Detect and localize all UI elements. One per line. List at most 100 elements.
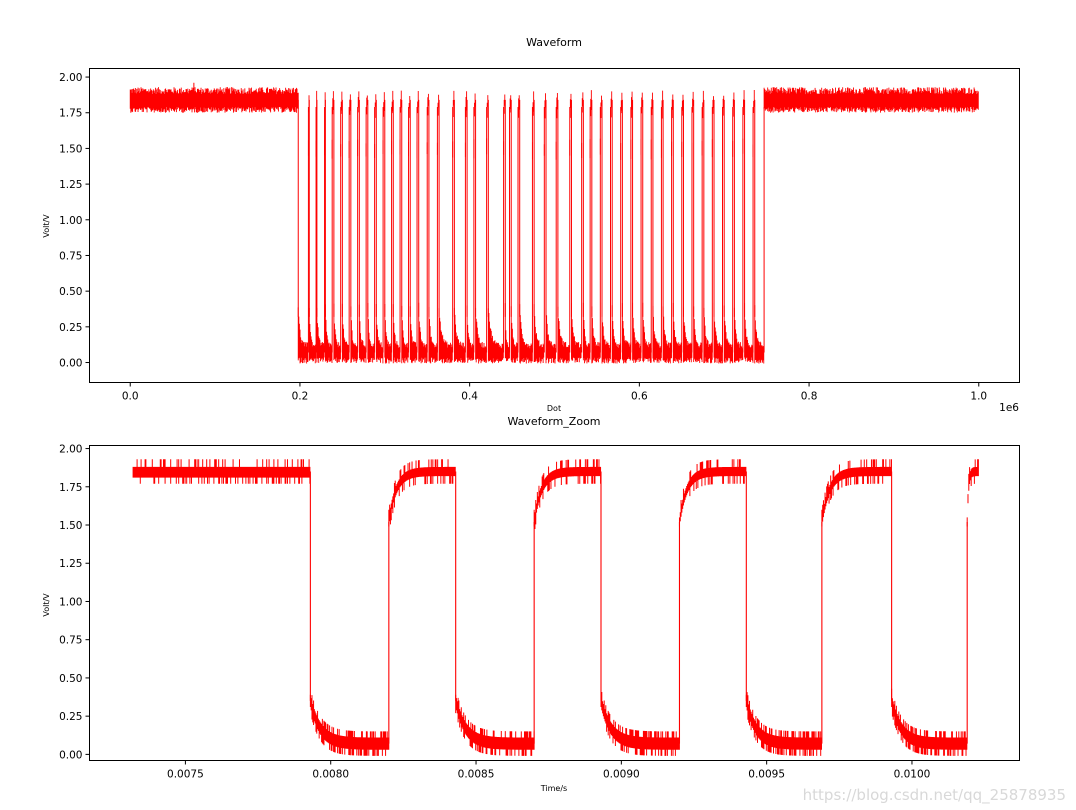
pulse-low <box>582 302 591 364</box>
pulse-low <box>466 305 475 363</box>
pulse-low <box>601 302 611 364</box>
pulse-low <box>545 308 557 364</box>
pulse-low <box>713 302 723 364</box>
pulse-low <box>487 308 504 364</box>
y-axis: 0.00 0.25 0.50 0.75 1.00 1.25 1.50 1.75 2.00 <box>59 72 90 370</box>
pulse-low <box>392 304 401 364</box>
x-tick-label: 0.0080 <box>312 769 349 781</box>
pulse-low <box>384 303 392 364</box>
pulse-high <box>382 92 385 154</box>
y-tick-label: 1.00 <box>59 215 82 227</box>
y-tick-label: 2.00 <box>59 72 82 84</box>
pulse-low <box>418 302 428 364</box>
pulse-low <box>358 304 367 363</box>
pulse-low <box>308 307 317 364</box>
pulse-low <box>723 305 734 364</box>
pulse-high <box>569 93 572 156</box>
pulse-high <box>966 459 979 527</box>
y-tick-label: 0.00 <box>59 358 82 370</box>
pulse-low <box>350 306 358 364</box>
y-axis: 0.00 0.25 0.50 0.75 1.00 1.25 1.50 1.75 2.00 <box>59 444 90 761</box>
pulse-low <box>341 303 350 363</box>
pulse-low <box>533 304 545 364</box>
x-tick-label: 0.8 <box>801 391 818 403</box>
chart-title: Waveform_Zoom <box>507 415 600 428</box>
pulse-low <box>745 692 823 756</box>
y-tick-label: 1.75 <box>59 108 82 120</box>
pulse-low <box>438 308 453 364</box>
pulse-low <box>367 303 375 363</box>
y-tick-label: 1.50 <box>59 143 82 155</box>
pulse-low <box>733 307 744 363</box>
waveform-zoom-chart: Waveform_Zoom 0.00 0.25 0.50 0.75 1.00 1.25 1.… <box>42 415 1020 793</box>
y-axis-label: Volt/V <box>42 593 51 617</box>
pulse-high <box>365 95 368 157</box>
x-axis-label: Dot <box>547 404 561 413</box>
pulse-low <box>744 303 754 363</box>
x-tick-label: 0.0 <box>122 391 139 403</box>
y-tick-label: 1.75 <box>59 482 82 494</box>
pulse-low <box>683 307 693 363</box>
pulse-low <box>297 307 309 364</box>
pulse-high <box>678 459 747 527</box>
pulse-low <box>504 303 510 362</box>
pulse-low <box>621 303 632 364</box>
pulse-high <box>610 91 613 159</box>
y-tick-label: 0.75 <box>59 250 82 262</box>
pulse-low <box>632 302 642 363</box>
pulse-low <box>453 307 466 363</box>
pulse-low <box>557 306 570 364</box>
pulse-high <box>581 92 584 159</box>
pulse-high <box>533 459 602 530</box>
chart-title: Waveform <box>526 36 582 49</box>
pulse-low <box>475 307 487 364</box>
axes-frame <box>89 68 1020 383</box>
x-tick-label: 0.0095 <box>748 769 785 781</box>
y-tick-label: 1.25 <box>59 179 82 191</box>
x-tick-label: 0.0090 <box>603 769 640 781</box>
y-tick-label: 1.50 <box>59 520 82 532</box>
y-tick-label: 1.25 <box>59 558 82 570</box>
x-axis-label: Time/s <box>540 784 567 793</box>
y-tick-label: 0.50 <box>59 673 82 685</box>
pulse-low <box>662 306 672 364</box>
y-tick-label: 2.00 <box>59 444 82 456</box>
pulse-high <box>388 459 456 527</box>
waveform-chart: Waveform 0.00 0.25 0.50 0.75 1.00 1.25 1.50 1.7… <box>42 36 1020 414</box>
pulse-low <box>409 306 418 364</box>
x-tick-label: 0.0075 <box>167 769 204 781</box>
x-tick-label: 0.6 <box>631 391 648 403</box>
x-tick-label: 0.4 <box>461 391 478 403</box>
pulse-low <box>316 307 325 363</box>
pulse-low <box>600 691 680 756</box>
pulse-low <box>375 304 384 364</box>
pulse-low <box>510 306 519 363</box>
pulse-high <box>348 94 351 158</box>
pulse-low <box>571 303 582 363</box>
pulse-low <box>611 305 622 364</box>
idle-high-segment <box>763 87 979 113</box>
pulse-low <box>642 302 652 363</box>
x-axis-offset-label: 1e6 <box>999 402 1019 414</box>
pulse-low <box>309 694 390 756</box>
pulse-low <box>703 307 713 364</box>
x-tick-label: 0.0100 <box>894 769 931 781</box>
x-tick-label: 1.0 <box>970 391 987 403</box>
plot-area <box>132 459 979 756</box>
pulse-low <box>324 304 333 363</box>
pulse-high <box>464 91 468 157</box>
pulse-low <box>652 305 662 363</box>
y-tick-label: 0.25 <box>59 322 82 334</box>
pulse-low <box>754 305 765 364</box>
pulse-low <box>401 305 409 364</box>
y-tick-label: 1.00 <box>59 596 82 608</box>
watermark: https://blog.csdn.net/qq_25878935 <box>802 786 1066 804</box>
pulse-low <box>891 688 968 756</box>
pulse-high <box>821 459 892 527</box>
idle-high-segment <box>132 459 311 484</box>
x-tick-label: 0.2 <box>292 391 309 403</box>
y-tick-label: 0.75 <box>59 635 82 647</box>
x-axis: 0.0075 0.0080 0.0085 0.0090 0.0095 0.0100 <box>167 760 931 781</box>
y-tick-label: 0.25 <box>59 711 82 723</box>
